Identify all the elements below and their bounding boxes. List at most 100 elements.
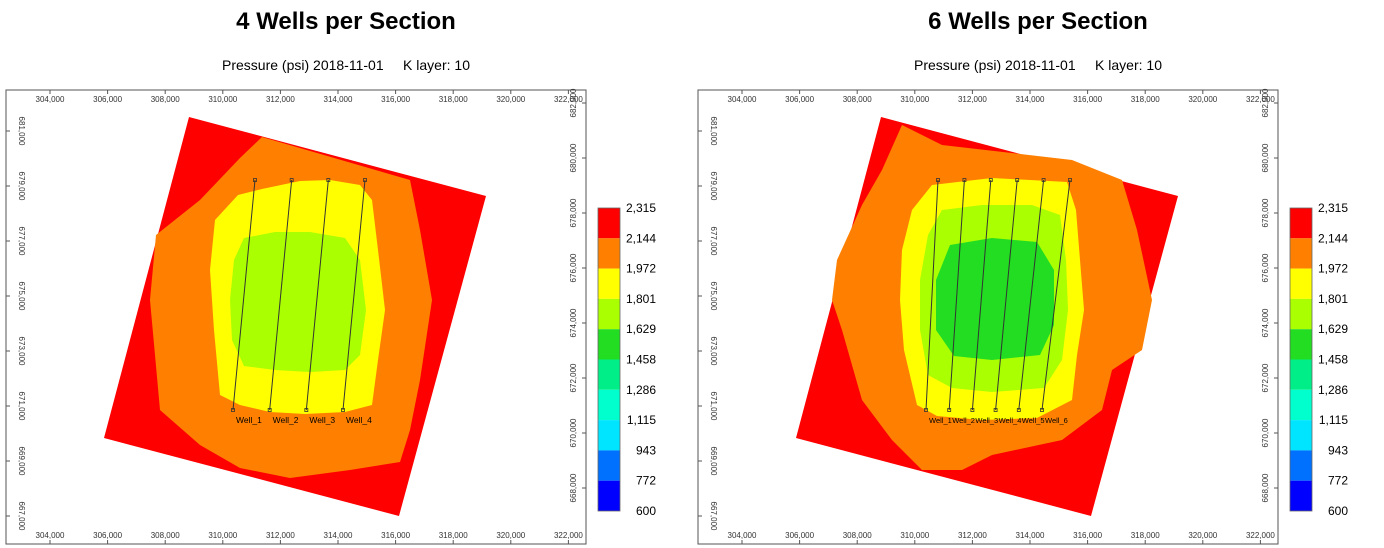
x-tick-label: 312,000	[266, 531, 295, 540]
y-tick-label: 667,000	[709, 502, 718, 531]
x-ticks-bottom: 304,000 306,000 308,000 310,000 312,000 314,0…	[728, 531, 1275, 544]
x-tick-label: 312,000	[958, 531, 987, 540]
y-tick-label: 674,000	[1261, 308, 1270, 337]
x-tick-label: 316,000	[381, 531, 410, 540]
y-tick-label: 675,000	[17, 282, 26, 311]
x-tick-label: 304,000	[728, 95, 757, 104]
well-heel-marker	[363, 178, 367, 182]
x-tick-label: 306,000	[93, 531, 122, 540]
y-ticks-right: 682,000 680,000 678,000 676,000 674,000 672,0…	[569, 88, 586, 502]
y-ticks-right: 682,000 680,000 678,000 676,000 674,000 672,0…	[1261, 88, 1278, 502]
y-tick-label: 678,000	[569, 198, 578, 227]
well-trajectory	[1018, 179, 1045, 411]
chart-subtitle: Pressure (psi) 2018-11-01 K layer: 10	[222, 57, 470, 73]
x-tick-label: 314,000	[324, 531, 353, 540]
y-tick-label: 679,000	[17, 172, 26, 201]
y-tick-label: 670,000	[569, 418, 578, 447]
y-tick-label: 673,000	[709, 337, 718, 366]
x-tick-label: 310,000	[208, 531, 237, 540]
well-label: Well_4	[346, 415, 372, 425]
y-tick-label: 676,000	[1261, 253, 1270, 282]
x-tick-label: 320,000	[496, 531, 525, 540]
x-tick-label: 304,000	[36, 95, 65, 104]
x-tick-label: 318,000	[1131, 95, 1160, 104]
x-tick-label: 306,000	[785, 95, 814, 104]
x-tick-label: 316,000	[381, 95, 410, 104]
chart-title: 4 Wells per Section	[236, 8, 456, 35]
well-heel-marker	[1015, 178, 1020, 182]
y-tick-label: 680,000	[1261, 143, 1270, 172]
well-trajectory	[305, 179, 329, 411]
x-tick-label: 308,000	[151, 95, 180, 104]
pressure-zone-1458	[936, 238, 1054, 360]
well-label: Well_3	[309, 415, 335, 425]
x-tick-label: 314,000	[1016, 531, 1045, 540]
x-tick-label: 306,000	[785, 531, 814, 540]
well-label: Well_5	[1022, 416, 1045, 425]
y-tick-label: 668,000	[1261, 473, 1270, 502]
x-tick-label: 320,000	[1188, 531, 1217, 540]
panel-4-wells: 4 Wells per Section Pressure (psi) 2018-…	[5, 8, 656, 545]
x-tick-label: 318,000	[439, 95, 468, 104]
well-trajectory	[232, 179, 256, 411]
chart-subtitle: Pressure (psi) 2018-11-01 K layer: 10	[914, 57, 1162, 73]
well-toe-marker	[947, 408, 952, 412]
y-tick-label: 682,000	[1261, 88, 1270, 117]
well-group: Well_1 Well_2 Well_3 Well_4	[231, 178, 372, 425]
well-trajectory	[342, 179, 366, 411]
x-tick-label: 316,000	[1073, 531, 1102, 540]
well-toe-marker	[341, 408, 345, 412]
map-svg: 304,000 306,000 308,000 310,000 312,000 314,0…	[697, 88, 1279, 545]
x-tick-label: 320,000	[496, 95, 525, 104]
x-tick-label: 322,000	[554, 95, 583, 104]
chart-title: 6 Wells per Section	[928, 8, 1148, 35]
y-tick-label: 669,000	[709, 447, 718, 476]
x-ticks-bottom: 304,000 306,000 308,000 310,000 312,000 314,0…	[36, 531, 583, 544]
well-label: Well_3	[975, 416, 998, 425]
well-label: Well_4	[999, 416, 1022, 425]
well-heel-marker	[936, 178, 940, 182]
x-tick-label: 306,000	[93, 95, 122, 104]
well-label: Well_2	[952, 416, 975, 425]
y-tick-label: 672,000	[1261, 363, 1270, 392]
well-heel-marker	[988, 178, 993, 182]
well-label: Well_6	[1045, 416, 1068, 425]
y-tick-label: 667,000	[17, 502, 26, 531]
x-tick-label: 322,000	[554, 531, 583, 540]
well-toe-marker	[267, 408, 272, 412]
well-toe-marker	[1016, 408, 1021, 412]
map-frame	[697, 89, 1279, 545]
well-heel-marker	[289, 178, 294, 182]
well-group: Well_1 Well_2 Well_3 Well_4 Well_5 Well_6	[924, 178, 1072, 425]
pressure-zone-1629	[230, 232, 366, 372]
y-tick-label: 680,000	[569, 143, 578, 172]
well-toe-marker	[993, 408, 998, 412]
y-tick-label: 682,000	[569, 88, 578, 117]
y-tick-label: 677,000	[709, 227, 718, 256]
y-tick-label: 672,000	[569, 363, 578, 392]
well-heel-marker	[1068, 178, 1072, 182]
well-trajectory	[269, 179, 293, 411]
y-tick-label: 674,000	[569, 308, 578, 337]
x-tick-label: 318,000	[439, 531, 468, 540]
x-tick-label: 308,000	[843, 95, 872, 104]
y-ticks-left: 681,000 679,000 677,000 675,000 673,000 671,0…	[6, 117, 26, 531]
x-tick-label: 314,000	[324, 95, 353, 104]
x-tick-label: 312,000	[266, 95, 295, 104]
well-toe-marker	[924, 408, 928, 412]
map-frame	[5, 89, 587, 545]
well-heel-marker	[326, 178, 331, 182]
well-label: Well_1	[236, 415, 262, 425]
y-tick-label: 673,000	[17, 337, 26, 366]
y-tick-label: 681,000	[709, 117, 718, 146]
x-tick-label: 304,000	[728, 531, 757, 540]
y-tick-label: 681,000	[17, 117, 26, 146]
well-trajectory	[1041, 179, 1071, 411]
well-trajectory	[995, 179, 1018, 411]
y-tick-label: 675,000	[709, 282, 718, 311]
x-tick-label: 308,000	[843, 531, 872, 540]
panel-6-wells: 6 Wells per Section Pressure (psi) 2018-…	[692, 0, 1384, 548]
x-tick-label: 322,000	[1246, 95, 1275, 104]
y-tick-label: 678,000	[1261, 198, 1270, 227]
well-trajectory	[948, 179, 965, 411]
